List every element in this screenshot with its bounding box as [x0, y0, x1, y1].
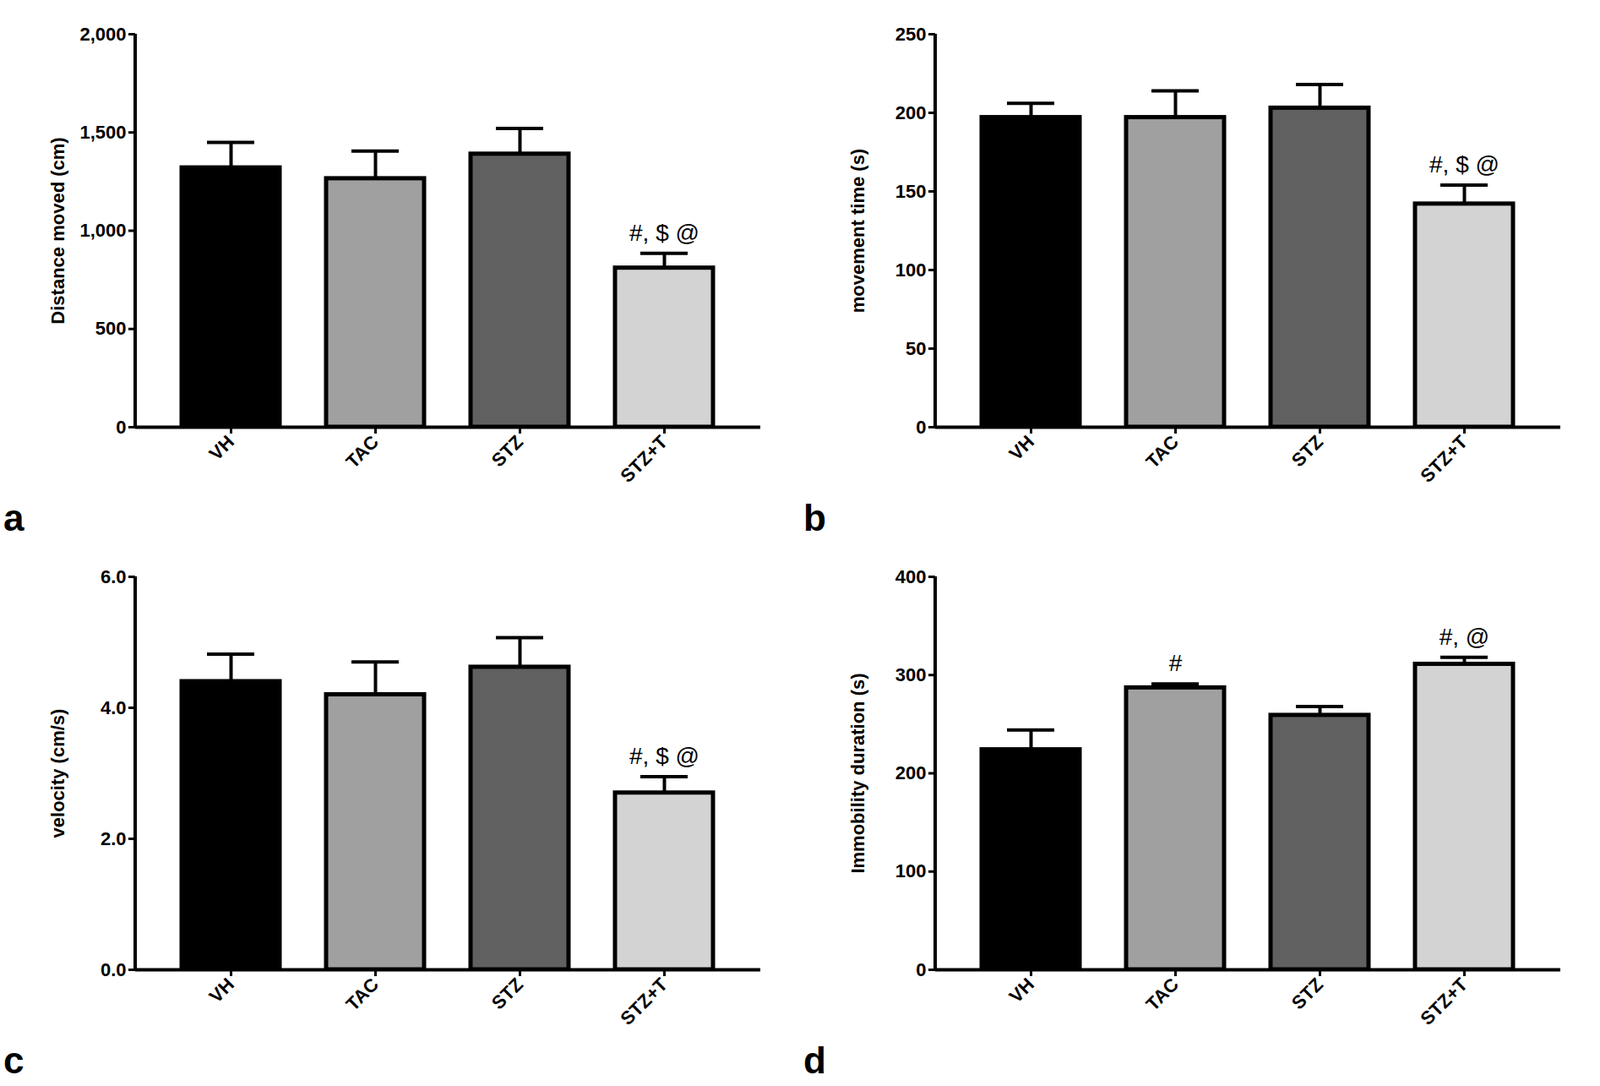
svg-text:150: 150: [895, 180, 927, 202]
svg-text:100: 100: [895, 859, 927, 882]
svg-text:Immobility duration (s): Immobility duration (s): [847, 672, 869, 873]
svg-text:VH: VH: [1005, 430, 1039, 464]
html-text:b: b: [803, 496, 827, 539]
svg-text:6.0: 6.0: [100, 565, 127, 588]
svg-text:STZ+T: STZ+T: [615, 973, 672, 1029]
svg-text:#: #: [1169, 649, 1183, 676]
svg-text:2,000: 2,000: [79, 23, 126, 45]
svg-text:0: 0: [115, 416, 126, 438]
svg-text:VH: VH: [1005, 973, 1039, 1007]
svg-text:VH: VH: [205, 430, 239, 464]
svg-text:movement time (s): movement time (s): [847, 148, 869, 313]
svg-text:#, $ @: #, $ @: [629, 742, 700, 769]
svg-text:200: 200: [895, 761, 927, 784]
svg-text:STZ+T: STZ+T: [1415, 430, 1472, 487]
svg-text:STZ+T: STZ+T: [1415, 973, 1472, 1029]
svg-text:0.0: 0.0: [100, 958, 127, 980]
svg-text:Distance moved (cm): Distance moved (cm): [47, 136, 69, 324]
svg-text:STZ: STZ: [487, 973, 528, 1013]
svg-text:#, @: #, @: [1439, 623, 1491, 650]
svg-text:VH: VH: [205, 973, 239, 1007]
svg-text:200: 200: [895, 102, 927, 124]
svg-text:300: 300: [895, 663, 927, 686]
svg-text:250: 250: [895, 23, 927, 45]
svg-text:0: 0: [915, 416, 926, 438]
svg-text:STZ: STZ: [1287, 430, 1328, 471]
svg-text:4.0: 4.0: [100, 696, 127, 719]
svg-text:#, $ @: #, $ @: [1429, 151, 1500, 178]
html-text:c: c: [3, 1039, 25, 1081]
html-text:a: a: [3, 496, 25, 539]
svg-text:STZ: STZ: [487, 430, 528, 471]
svg-text:TAC: TAC: [342, 973, 384, 1015]
svg-text:500: 500: [95, 317, 127, 339]
svg-text:#, $ @: #, $ @: [629, 219, 700, 246]
svg-text:STZ: STZ: [1287, 973, 1328, 1013]
svg-text:1,000: 1,000: [79, 219, 126, 241]
svg-text:TAC: TAC: [1142, 973, 1184, 1015]
svg-text:velocity (cm/s): velocity (cm/s): [47, 708, 69, 839]
svg-text:STZ+T: STZ+T: [615, 430, 672, 487]
svg-text:TAC: TAC: [342, 430, 384, 473]
svg-text:100: 100: [895, 259, 927, 281]
svg-text:TAC: TAC: [1142, 430, 1184, 473]
svg-text:50: 50: [905, 337, 926, 360]
svg-text:1,500: 1,500: [79, 121, 126, 143]
svg-text:0: 0: [915, 958, 926, 980]
svg-text:2.0: 2.0: [100, 827, 127, 849]
svg-text:400: 400: [895, 565, 927, 588]
html-text:d: d: [803, 1039, 827, 1081]
